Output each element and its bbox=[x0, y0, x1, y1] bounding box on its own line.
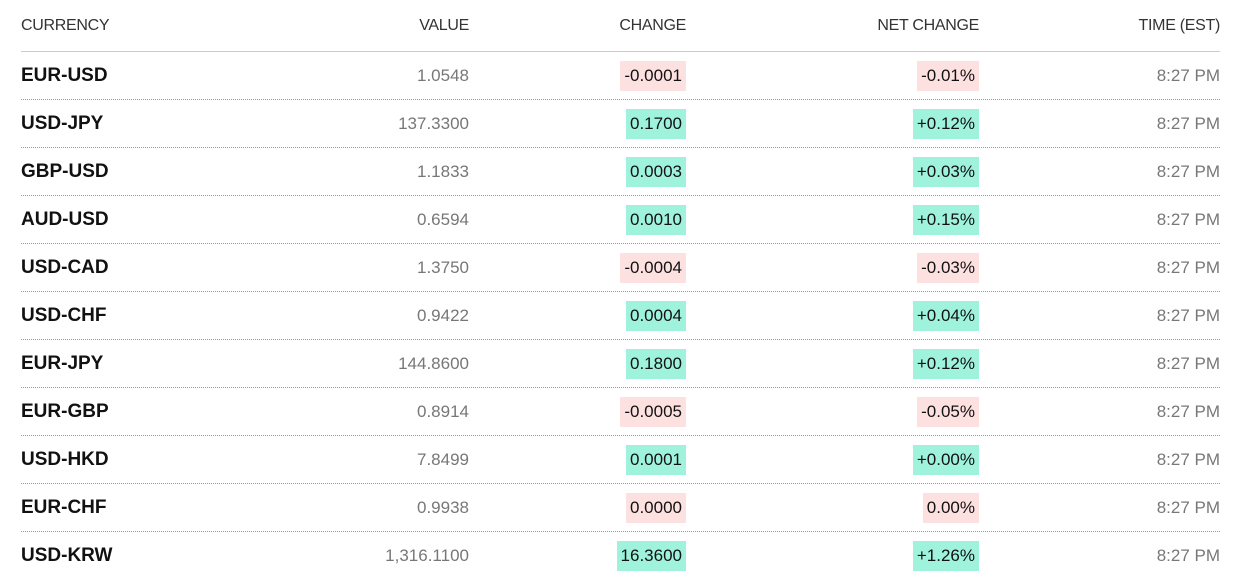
net-change: +0.12% bbox=[912, 348, 979, 379]
header-row: CURRENCY VALUE CHANGE NET CHANGE TIME (EST) bbox=[21, 0, 1220, 52]
table-row: USD-CHF 0.9422 0.0004 +0.04% 8:27 PM bbox=[21, 292, 1220, 340]
cell: +0.12% bbox=[686, 348, 979, 379]
change: 0.0004 bbox=[626, 300, 686, 331]
net-change: +0.00% bbox=[912, 444, 979, 475]
value: 1.3750 bbox=[417, 257, 469, 277]
change: 0.0000 bbox=[626, 492, 686, 523]
change: 0.0001 bbox=[626, 444, 686, 475]
time: 8:27 PM bbox=[1156, 161, 1220, 181]
cell: -0.0001 bbox=[469, 60, 686, 91]
cell: -0.0004 bbox=[469, 252, 686, 283]
net-change: +0.03% bbox=[912, 156, 979, 187]
net-change: +1.26% bbox=[912, 541, 979, 571]
currency-pair: EUR-USD bbox=[21, 64, 108, 86]
currency-pair: EUR-CHF bbox=[21, 496, 107, 518]
currency-pair: AUD-USD bbox=[21, 208, 109, 230]
time: 8:27 PM bbox=[1156, 209, 1220, 229]
currency-pair: EUR-GBP bbox=[21, 400, 109, 422]
currency-pair: USD-KRW bbox=[21, 545, 113, 566]
column-header: VALUE bbox=[419, 16, 469, 34]
change: 0.0010 bbox=[626, 204, 686, 235]
time: 8:27 PM bbox=[1156, 305, 1220, 325]
time: 8:27 PM bbox=[1156, 65, 1220, 85]
cell: -0.01% bbox=[686, 60, 979, 91]
cell: 0.0000 bbox=[469, 492, 686, 523]
time: 8:27 PM bbox=[1156, 401, 1220, 421]
currency-pair: USD-CAD bbox=[21, 256, 109, 278]
value: 1.0548 bbox=[417, 65, 469, 85]
net-change: +0.04% bbox=[912, 300, 979, 331]
currency-pair: USD-JPY bbox=[21, 112, 104, 134]
time: 8:27 PM bbox=[1156, 497, 1220, 517]
table-row: USD-JPY 137.3300 0.1700 +0.12% 8:27 PM bbox=[21, 100, 1220, 148]
time: 8:27 PM bbox=[1156, 113, 1220, 133]
column-header: CHANGE bbox=[619, 16, 686, 34]
cell: -0.03% bbox=[686, 252, 979, 283]
value: 1.1833 bbox=[417, 161, 469, 181]
currency-pair: USD-HKD bbox=[21, 448, 109, 470]
value: 7.8499 bbox=[417, 449, 469, 469]
cell: 0.0001 bbox=[469, 444, 686, 475]
value: 0.9938 bbox=[417, 497, 469, 517]
cell: +0.00% bbox=[686, 444, 979, 475]
net-change: -0.05% bbox=[917, 396, 979, 427]
currency-pair: GBP-USD bbox=[21, 160, 109, 182]
table-row: EUR-CHF 0.9938 0.0000 0.00% 8:27 PM bbox=[21, 484, 1220, 532]
column-header: CURRENCY bbox=[21, 16, 110, 34]
currency-table: CURRENCY VALUE CHANGE NET CHANGE TIME (EST) E… bbox=[21, 0, 1220, 580]
net-change: -0.01% bbox=[917, 60, 979, 91]
net-change: +0.12% bbox=[912, 108, 979, 139]
table-row: GBP-USD 1.1833 0.0003 +0.03% 8:27 PM bbox=[21, 148, 1220, 196]
cell: 0.0003 bbox=[469, 156, 686, 187]
cell: +0.12% bbox=[686, 108, 979, 139]
table-row: USD-CAD 1.3750 -0.0004 -0.03% 8:27 PM bbox=[21, 244, 1220, 292]
time: 8:27 PM bbox=[1156, 449, 1220, 469]
cell: +0.15% bbox=[686, 204, 979, 235]
cell: 0.00% bbox=[686, 492, 979, 523]
change: -0.0005 bbox=[620, 396, 686, 427]
value: 1,316.1100 bbox=[385, 546, 469, 565]
change: -0.0004 bbox=[620, 252, 686, 283]
column-header: TIME (EST) bbox=[1138, 16, 1221, 34]
change: 0.0003 bbox=[626, 156, 686, 187]
table-row: USD-KRW 1,316.1100 16.3600 +1.26% 8:27 PM bbox=[21, 532, 1220, 580]
cell: +1.26% bbox=[686, 541, 979, 571]
change: 0.1800 bbox=[626, 348, 686, 379]
table-row: AUD-USD 0.6594 0.0010 +0.15% 8:27 PM bbox=[21, 196, 1220, 244]
currency-pair: USD-CHF bbox=[21, 304, 107, 326]
cell: 0.0004 bbox=[469, 300, 686, 331]
cell: 0.0010 bbox=[469, 204, 686, 235]
change: 16.3600 bbox=[616, 541, 686, 571]
value: 0.9422 bbox=[417, 305, 469, 325]
cell: +0.03% bbox=[686, 156, 979, 187]
net-change: 0.00% bbox=[922, 492, 979, 523]
cell: 0.1800 bbox=[469, 348, 686, 379]
table-row: USD-HKD 7.8499 0.0001 +0.00% 8:27 PM bbox=[21, 436, 1220, 484]
time: 8:27 PM bbox=[1156, 257, 1220, 277]
change: -0.0001 bbox=[620, 60, 686, 91]
cell: -0.0005 bbox=[469, 396, 686, 427]
change: 0.1700 bbox=[626, 108, 686, 139]
value: 137.3300 bbox=[398, 113, 469, 133]
cell: 0.1700 bbox=[469, 108, 686, 139]
net-change: +0.15% bbox=[912, 204, 979, 235]
table-row: EUR-USD 1.0548 -0.0001 -0.01% 8:27 PM bbox=[21, 52, 1220, 100]
net-change: -0.03% bbox=[917, 252, 979, 283]
value: 144.8600 bbox=[398, 353, 469, 373]
currency-pair: EUR-JPY bbox=[21, 352, 104, 374]
time: 8:27 PM bbox=[1156, 546, 1220, 565]
column-header: NET CHANGE bbox=[877, 16, 979, 34]
value: 0.8914 bbox=[417, 401, 469, 421]
cell: 16.3600 bbox=[469, 541, 686, 571]
cell: +0.04% bbox=[686, 300, 979, 331]
time: 8:27 PM bbox=[1156, 353, 1220, 373]
value: 0.6594 bbox=[417, 209, 469, 229]
cell: -0.05% bbox=[686, 396, 979, 427]
table-row: EUR-GBP 0.8914 -0.0005 -0.05% 8:27 PM bbox=[21, 388, 1220, 436]
table-row: EUR-JPY 144.8600 0.1800 +0.12% 8:27 PM bbox=[21, 340, 1220, 388]
